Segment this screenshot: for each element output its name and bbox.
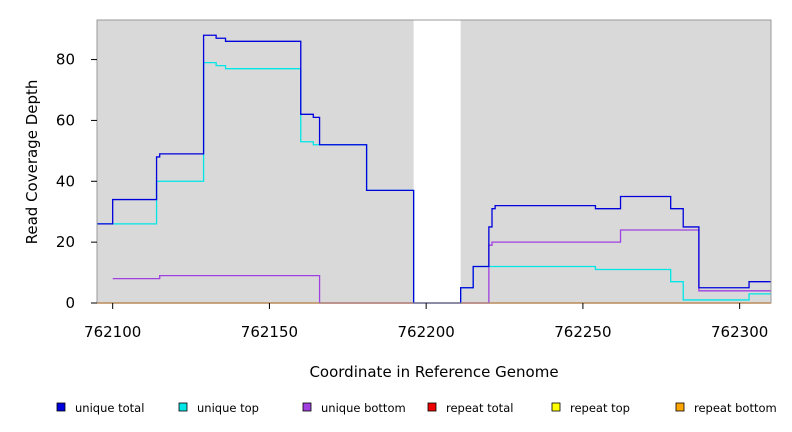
- legend-swatch: [551, 402, 561, 412]
- legend-item-repeat-bottom: repeat bottom: [675, 401, 777, 415]
- y-tick-label: 20: [56, 233, 75, 251]
- x-axis-title: Coordinate in Reference Genome: [309, 363, 558, 381]
- legend-swatch: [427, 402, 437, 412]
- legend-swatch: [675, 402, 685, 412]
- x-tick-label: 762250: [554, 323, 611, 341]
- legend-item-unique-total: unique total: [56, 401, 144, 415]
- y-tick-label: 80: [56, 51, 75, 69]
- legend-item-unique-bottom: unique bottom: [302, 401, 406, 415]
- legend-label: repeat total: [446, 401, 513, 415]
- axes: 762100 762150 762200 762250 762300 0 20 40 60 80: [56, 51, 768, 341]
- x-tick-label: 762300: [711, 323, 768, 341]
- legend-label: repeat bottom: [694, 401, 777, 415]
- y-tick-label: 60: [56, 111, 75, 129]
- x-tick-label: 762150: [241, 323, 298, 341]
- series-unique-bottom: [112, 229, 771, 304]
- legend: unique total unique top unique bottom repea…: [56, 401, 777, 415]
- legend-swatch: [178, 402, 188, 412]
- shaded-regions: [97, 20, 771, 303]
- legend-label: repeat top: [570, 401, 630, 415]
- legend-swatch: [56, 402, 66, 412]
- legend-item-repeat-top: repeat top: [551, 401, 630, 415]
- legend-item-repeat-total: repeat total: [427, 401, 513, 415]
- shaded-region-1: [460, 20, 771, 303]
- legend-item-unique-top: unique top: [178, 401, 259, 415]
- legend-label: unique bottom: [321, 401, 406, 415]
- y-tick-label: 0: [65, 294, 75, 312]
- x-tick-label: 762200: [398, 323, 455, 341]
- y-tick-label: 40: [56, 172, 75, 190]
- shaded-region-0: [97, 20, 414, 303]
- x-tick-label: 762100: [84, 323, 141, 341]
- legend-swatch: [302, 402, 312, 412]
- plot-frame: [96, 19, 772, 304]
- y-axis-title: Read Coverage Depth: [23, 80, 41, 245]
- legend-label: unique top: [197, 401, 259, 415]
- legend-label: unique total: [75, 401, 144, 415]
